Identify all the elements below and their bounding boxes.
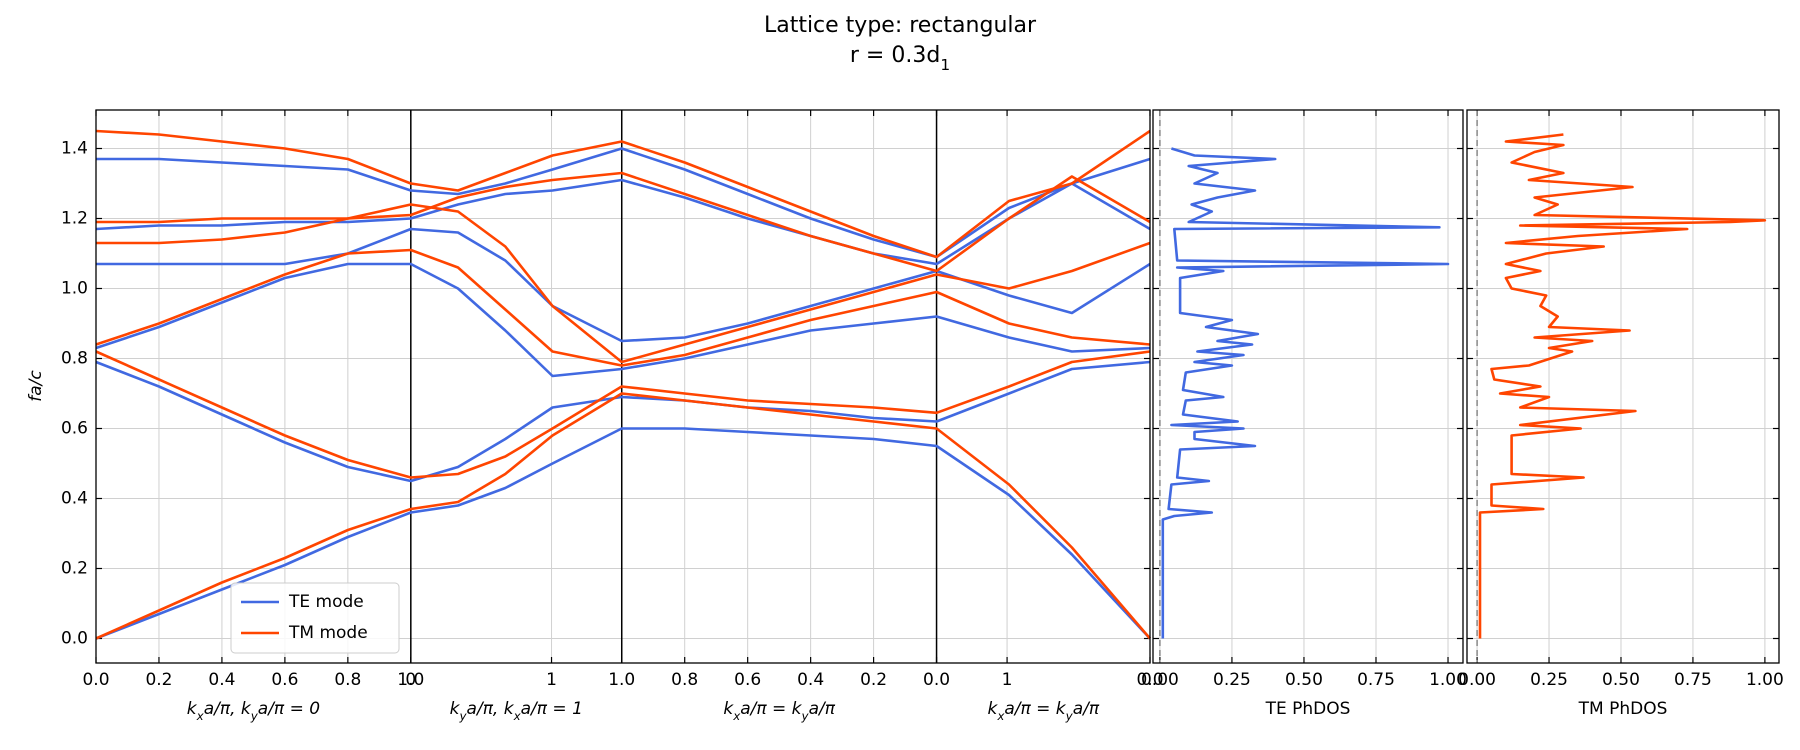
legend-label: TM mode: [288, 623, 368, 643]
y-tick-label: 0.8: [61, 349, 88, 369]
y-tick-label: 0.0: [61, 629, 88, 649]
x-tick-label: 0.4: [208, 670, 235, 690]
y-tick-label: 1.4: [61, 139, 88, 159]
x-tick-label: 1: [1002, 670, 1013, 690]
x-axis-label: TE PhDOS: [1265, 699, 1351, 719]
y-tick-label: 0.4: [61, 489, 88, 509]
x-tick-label: 1: [546, 670, 557, 690]
x-tick-label: 0.75: [1674, 670, 1712, 690]
legend-label: TE mode: [288, 592, 364, 612]
dos-line: [1478, 133, 1767, 639]
y-tick-label: 1.0: [61, 279, 88, 299]
x-axis-label: kxa/π = kya/π: [987, 699, 1099, 723]
y-tick-label: 1.2: [61, 209, 88, 229]
band-line: [96, 171, 1151, 273]
axes-frame: [1152, 109, 1464, 664]
y-axis-label: fa/c: [26, 370, 46, 402]
band-line: [96, 147, 1151, 259]
legend: TE mode TM mode: [230, 582, 400, 654]
x-tick-label: 0.50: [1602, 670, 1640, 690]
x-tick-label: 1.00: [1746, 670, 1784, 690]
x-tick-label: 0.0: [1136, 670, 1163, 690]
x-tick-label: 0.25: [1530, 670, 1568, 690]
band-line: [95, 350, 1151, 479]
x-tick-label: 0.4: [797, 670, 824, 690]
x-tick-label: 0.8: [671, 670, 698, 690]
x-tick-label: 0: [405, 670, 416, 690]
band-line: [96, 203, 1151, 364]
dos-line: [1161, 147, 1450, 639]
x-tick-label: 0.75: [1357, 670, 1395, 690]
x-axis-label: kxa/π, kya/π = 0: [187, 699, 320, 723]
x-tick-label: 0.00: [1458, 670, 1496, 690]
x-tick-label: 1.00: [1429, 670, 1467, 690]
axes-frame: [95, 109, 1151, 664]
x-tick-label: 0.8: [334, 670, 361, 690]
x-tick-label: 0.25: [1213, 670, 1251, 690]
x-axis-label: kya/π, kxa/π = 1: [450, 699, 583, 723]
band-line: [95, 427, 1151, 640]
x-tick-label: 0.0: [923, 670, 950, 690]
axes-frame: [1466, 109, 1780, 664]
y-tick-label: 0.2: [61, 559, 88, 579]
y-tick-label: 0.6: [61, 419, 88, 439]
band-line: [95, 129, 1151, 259]
x-tick-label: 0.6: [271, 670, 298, 690]
band-line: [95, 392, 1151, 640]
band-line: [95, 262, 1151, 378]
x-tick-label: 0.2: [145, 670, 172, 690]
x-axis-label: TM PhDOS: [1578, 699, 1668, 719]
x-tick-label: 1.0: [608, 670, 635, 690]
x-tick-label: 0.00: [1141, 670, 1179, 690]
x-tick-label: 0.6: [734, 670, 761, 690]
legend-box: [230, 582, 400, 654]
band-line: [95, 248, 1151, 367]
chart-title: Lattice type: rectangular: [764, 13, 1037, 38]
x-tick-label: 0.50: [1285, 670, 1323, 690]
band-line: [96, 227, 1151, 343]
x-axis-label: kxa/π = kya/π: [723, 699, 835, 723]
x-tick-label: 0.2: [860, 670, 887, 690]
x-tick-label: 1.0: [397, 670, 424, 690]
chart-subtitle: r = 0.3d1: [850, 43, 950, 74]
band-line: [95, 178, 1151, 266]
band-line: [95, 360, 1151, 483]
x-tick-label: 0.0: [82, 670, 109, 690]
